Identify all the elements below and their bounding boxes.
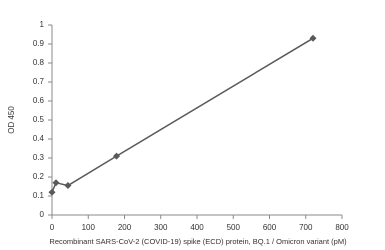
x-tick-label: 600 (263, 223, 277, 232)
x-tick-label: 400 (190, 223, 204, 232)
x-tick-label: 500 (227, 223, 241, 232)
data-point (64, 182, 72, 190)
data-line (51, 37, 314, 193)
y-tick-label: 1 (40, 20, 45, 29)
y-tick-label: 0.5 (33, 115, 45, 124)
y-tick-label: 0.7 (33, 77, 45, 86)
x-tick-label: 700 (299, 223, 313, 232)
x-axis-label: Recombinant SARS-CoV-2 (COVID-19) spike … (49, 237, 347, 246)
x-tick-label: 200 (118, 223, 132, 232)
data-point (309, 34, 317, 42)
y-tick-label: 0.1 (33, 191, 45, 200)
x-tick-label: 100 (82, 223, 96, 232)
y-tick-label: 0.4 (33, 134, 45, 143)
y-tick-label: 0.3 (33, 153, 45, 162)
y-tick-label: 0.2 (33, 172, 45, 181)
y-tick-label: 0.9 (33, 39, 45, 48)
y-tick-label: 0.6 (33, 96, 45, 105)
x-tick-label: 300 (154, 223, 168, 232)
data-point (113, 152, 121, 160)
data-point (52, 179, 60, 187)
y-tick-label: 0 (40, 210, 45, 219)
x-tick-label: 800 (335, 223, 349, 232)
data-point (48, 188, 56, 196)
x-tick-label: 0 (50, 223, 55, 232)
y-tick-label: 0.8 (33, 58, 45, 67)
y-axis-label: OD 450 (7, 106, 16, 134)
